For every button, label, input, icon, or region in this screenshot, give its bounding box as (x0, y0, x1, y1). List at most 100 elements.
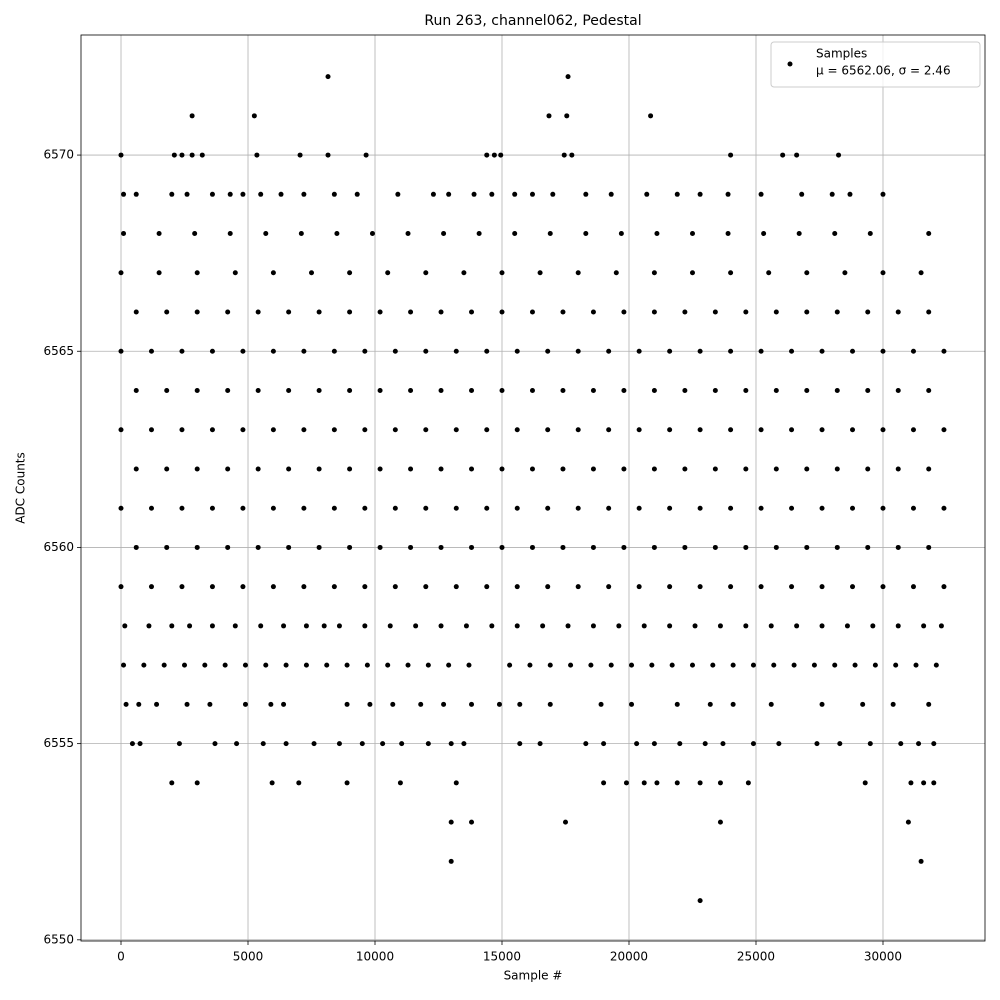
point (941, 505, 947, 511)
point (448, 858, 454, 864)
point (240, 584, 246, 590)
point (561, 152, 567, 158)
point (286, 544, 292, 550)
x-tick-label: 15000 (483, 950, 521, 964)
point (194, 387, 200, 393)
point (804, 387, 810, 393)
point (758, 191, 764, 197)
point (761, 231, 767, 237)
point (908, 780, 914, 786)
point (202, 662, 208, 668)
point (621, 466, 627, 472)
point (938, 623, 944, 629)
plot-frame (80, 34, 986, 942)
point (301, 584, 307, 590)
point (910, 584, 916, 590)
point (324, 662, 330, 668)
point (636, 505, 642, 511)
point (819, 584, 825, 590)
point (621, 387, 627, 393)
point (682, 466, 688, 472)
point (926, 387, 932, 393)
point (750, 662, 756, 668)
point (316, 544, 322, 550)
point (834, 466, 840, 472)
point (819, 701, 825, 707)
point (325, 74, 331, 80)
point (179, 584, 185, 590)
point (471, 191, 477, 197)
point (171, 152, 177, 158)
point (651, 466, 657, 472)
point (547, 662, 553, 668)
point (286, 387, 292, 393)
point (199, 152, 205, 158)
point (560, 466, 566, 472)
point (667, 427, 673, 433)
point (397, 780, 403, 786)
point (606, 505, 612, 511)
point (836, 152, 842, 158)
point (263, 662, 269, 668)
point (225, 544, 231, 550)
point (758, 348, 764, 354)
point (438, 309, 444, 315)
point (880, 348, 886, 354)
point (829, 191, 835, 197)
point (712, 387, 718, 393)
point (819, 348, 825, 354)
point (931, 741, 937, 747)
point (880, 584, 886, 590)
point (811, 662, 817, 668)
point (499, 466, 505, 472)
point (423, 270, 429, 276)
point (712, 309, 718, 315)
point (430, 191, 436, 197)
point (469, 819, 475, 825)
point (560, 544, 566, 550)
point (448, 819, 454, 825)
point (425, 662, 431, 668)
point (344, 780, 350, 786)
point (789, 348, 795, 354)
point (692, 623, 698, 629)
point (926, 309, 932, 315)
x-tick-label: 20000 (610, 950, 648, 964)
point (697, 780, 703, 786)
point (743, 544, 749, 550)
point (489, 623, 495, 629)
point (209, 427, 215, 433)
point (362, 584, 368, 590)
point (309, 270, 315, 276)
point (667, 505, 673, 511)
point (941, 427, 947, 433)
y-tick-label: 6560 (43, 540, 74, 554)
point (913, 662, 919, 668)
point (804, 309, 810, 315)
point (164, 466, 170, 472)
point (362, 348, 368, 354)
point (316, 387, 322, 393)
point (242, 701, 248, 707)
point (316, 309, 322, 315)
point (164, 544, 170, 550)
point (730, 662, 736, 668)
point (910, 505, 916, 511)
point (773, 309, 779, 315)
point (654, 780, 660, 786)
point (562, 819, 568, 825)
point (438, 466, 444, 472)
point (697, 505, 703, 511)
point (768, 701, 774, 707)
point (281, 623, 287, 629)
point (710, 662, 716, 668)
point (512, 191, 518, 197)
point (852, 662, 858, 668)
point (212, 741, 218, 747)
point (148, 505, 154, 511)
point (865, 309, 871, 315)
point (377, 309, 383, 315)
point (697, 427, 703, 433)
point (441, 701, 447, 707)
point (514, 348, 520, 354)
